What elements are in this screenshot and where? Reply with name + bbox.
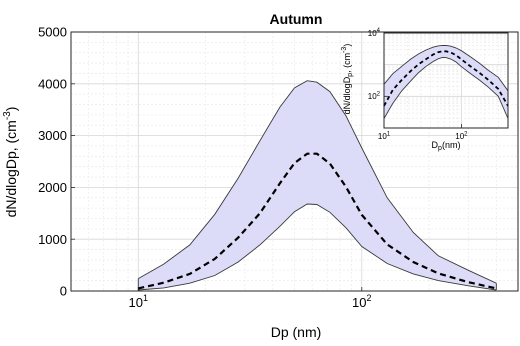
inset-y-axis-label-sub: p bbox=[347, 73, 354, 77]
main-y-axis-label-sup: -3 bbox=[2, 111, 13, 120]
inset-y-tick-exp: 4 bbox=[377, 28, 381, 34]
inset-y-axis-label-sup: -3 bbox=[341, 47, 348, 53]
inset-lower-line bbox=[383, 57, 509, 119]
inset-y-axis-label-close: ) bbox=[342, 44, 352, 47]
main-median-group bbox=[138, 152, 497, 290]
inset-median-line bbox=[383, 50, 509, 107]
inset-y-tick-exp: 2 bbox=[377, 92, 381, 98]
main-x-axis-label: Dp (nm) bbox=[271, 324, 322, 340]
inset-x-tick-exp: 2 bbox=[464, 131, 468, 137]
main-x-tick-label: 102 bbox=[352, 293, 371, 310]
inset-upper-line bbox=[383, 44, 509, 92]
main-x-tick-exp: 2 bbox=[367, 293, 372, 303]
inset-y-tick-label: 102 bbox=[368, 92, 381, 102]
main-y-tick-label: 3000 bbox=[38, 128, 67, 143]
inset-x-axis-label: Dp(nm) bbox=[432, 140, 461, 152]
main-upper-line bbox=[138, 80, 497, 284]
main-y-axis-label-text: dN/dlogDp, (cm bbox=[3, 120, 19, 217]
main-y-axis-label-close: ) bbox=[3, 107, 19, 112]
inset-x-tick-base: 10 bbox=[455, 132, 464, 141]
inset-y-tick-label: 104 bbox=[368, 28, 381, 38]
main-y-tick-label: 4000 bbox=[38, 76, 67, 91]
inset-x-tick-label: 102 bbox=[455, 131, 468, 141]
main-x-tick-base: 10 bbox=[352, 295, 366, 310]
main-y-tick-label: 0 bbox=[60, 284, 67, 299]
main-x-tick-exp: 1 bbox=[143, 293, 148, 303]
inset-y-axis-label-rest: , (cm bbox=[342, 53, 352, 73]
main-band-group bbox=[137, 80, 497, 291]
inset-y-tick-base: 10 bbox=[368, 92, 377, 101]
main-title: Autumn bbox=[270, 11, 323, 27]
inset-x-tick-label: 101 bbox=[378, 131, 391, 141]
inset-x-axis-label-sub: p bbox=[438, 145, 442, 152]
main-y-axis-label: dN/dlogDp, (cm-3) bbox=[2, 107, 19, 218]
main-median-line bbox=[138, 152, 497, 290]
inset-x-axis-label-base: D bbox=[432, 140, 439, 150]
main-y-tick-label: 2000 bbox=[38, 180, 67, 195]
main-x-tick-label: 101 bbox=[129, 293, 148, 310]
inset-plot-frame bbox=[383, 32, 509, 129]
main-y-tick-label: 5000 bbox=[38, 25, 67, 40]
main-y-tick-label: 1000 bbox=[38, 232, 67, 247]
main-x-tick-base: 10 bbox=[129, 295, 143, 310]
inset-y-axis-label: dN/dlogDp, (cm-3) bbox=[341, 44, 354, 115]
inset-y-tick-base: 10 bbox=[368, 29, 377, 38]
main-lower-line bbox=[138, 203, 497, 291]
inset-x-axis-label-rest: (nm) bbox=[442, 140, 461, 150]
inset-band-area bbox=[384, 45, 508, 119]
main-plot-frame bbox=[70, 31, 519, 292]
inset-median-group bbox=[383, 50, 509, 107]
main-band-area bbox=[138, 80, 497, 290]
inset-y-axis-label-text: dN/dlogD bbox=[342, 76, 352, 114]
inset-x-tick-base: 10 bbox=[378, 132, 387, 141]
inset-x-tick-exp: 1 bbox=[387, 131, 391, 137]
